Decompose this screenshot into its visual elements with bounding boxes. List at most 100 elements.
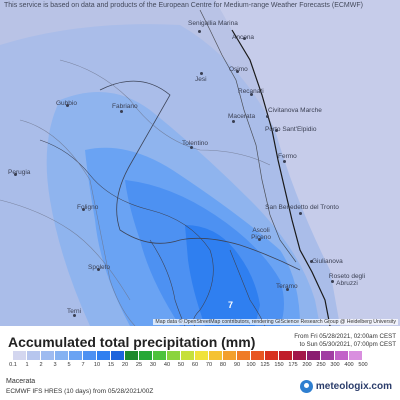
legend-swatch (209, 351, 223, 360)
model-info: ECMWF IFS HRES (10 days) from 05/28/2021… (6, 388, 154, 395)
city-label-ascoli-piceno: Ascoli Piceno (251, 227, 271, 241)
city-dot (243, 37, 246, 40)
legend-swatch (83, 351, 97, 360)
city-dot (66, 104, 69, 107)
legend-swatch (195, 351, 209, 360)
city-label-civitanova: Civitanova Marche (268, 107, 322, 114)
city-dot (232, 120, 235, 123)
legend-tick-label: 60 (191, 362, 199, 368)
road-3 (0, 199, 131, 301)
city-dot (310, 260, 313, 263)
brand-name: meteologix.com (315, 381, 392, 392)
city-label-gubbio: Gubbio (56, 100, 77, 107)
legend-swatch (153, 351, 167, 360)
legend-swatch (321, 351, 335, 360)
color-scale (13, 351, 363, 360)
city-label-spoleto: Spoleto (88, 264, 111, 271)
date-range: From Fri 05/28/2021, 02:00am CEST to Sun… (294, 333, 396, 349)
legend-tick-label: 1 (25, 362, 29, 368)
city-label-san-benedetto: San Benedetto del Tronto (265, 204, 339, 211)
legend-swatch (97, 351, 111, 360)
legend-tick-label: 20 (121, 362, 129, 368)
legend-title: Accumulated total precipitation (mm) (8, 334, 256, 350)
legend-tick-label: 25 (135, 362, 143, 368)
road-4 (149, 239, 186, 326)
precip-zone-5 (185, 225, 260, 326)
location-name: Macerata (6, 378, 36, 385)
data-source-banner: This service is based on data and produc… (4, 2, 363, 9)
legend-tick-label: 30 (149, 362, 157, 368)
city-dot (82, 208, 85, 211)
city-label-roseto: Roseto degli Abruzzi (328, 273, 366, 287)
city-label-macerata: Macerata (228, 113, 256, 120)
city-label-tolentino: Tolentino (182, 140, 209, 147)
city-dot (283, 160, 286, 163)
city-label-osimo: Osimo (229, 66, 248, 73)
legend-tick-label: 3 (53, 362, 57, 368)
legend-swatch (265, 351, 279, 360)
province-border (39, 139, 214, 326)
date-to: to Sun 05/30/2021, 07:00pm CEST (299, 341, 396, 348)
legend-tick-label: 70 (205, 362, 213, 368)
legend-panel: Accumulated total precipitation (mm) Fro… (0, 326, 400, 400)
legend-tick-label: 15 (107, 362, 115, 368)
legend-tick-label: 40 (163, 362, 171, 368)
city-dot (331, 280, 334, 283)
precipitation-map[interactable]: This service is based on data and produc… (0, 0, 400, 326)
city-label-ancona: Ancona (232, 34, 255, 41)
city-dot (14, 173, 17, 176)
legend-swatch (251, 351, 265, 360)
legend-tick-label: 7 (81, 362, 85, 368)
city-label-senigallia: Senigallia Marina (188, 20, 238, 27)
legend-swatch (349, 351, 363, 360)
legend-tick-label: 250 (316, 362, 326, 368)
legend-swatch (111, 351, 125, 360)
legend-tick-label: 2 (39, 362, 43, 368)
legend-tick-label: 5 (67, 362, 71, 368)
city-dot (258, 238, 261, 241)
legend-swatch (293, 351, 307, 360)
city-dot (200, 72, 203, 75)
city-dot (286, 288, 289, 291)
legend-tick-label: 80 (219, 362, 227, 368)
major-road (199, 9, 297, 263)
city-label-giulianova: Giulianova (312, 258, 343, 265)
city-label-fabriano: Fabriano (112, 103, 138, 110)
meteologix-logo-icon (299, 380, 313, 393)
city-label-jesi: Jesi (195, 76, 207, 83)
legend-tick-label: 500 (358, 362, 368, 368)
legend-swatch (181, 351, 195, 360)
city-dot (120, 110, 123, 113)
legend-tick-label: 50 (177, 362, 185, 368)
city-label-terni: Terni (67, 308, 82, 315)
legend-swatch (279, 351, 293, 360)
legend-tick-label: 400 (344, 362, 354, 368)
legend-swatch (55, 351, 69, 360)
legend-swatch (125, 351, 139, 360)
legend-tick-label: 200 (302, 362, 312, 368)
legend-swatch (27, 351, 41, 360)
city-label-teramo: Teramo (276, 283, 298, 290)
legend-swatch (139, 351, 153, 360)
legend-tick-label: 90 (233, 362, 241, 368)
region-border (99, 80, 301, 271)
road-1 (59, 59, 271, 166)
city-label-fermo: Fermo (278, 153, 297, 160)
city-dot (73, 314, 76, 317)
city-dot (299, 212, 302, 215)
legend-tick-label: 100 (246, 362, 256, 368)
legend-swatch (307, 351, 321, 360)
sea-area (215, 0, 400, 326)
city-label-foligno: Foligno (77, 204, 99, 211)
color-scale-ticks: 0.1 1 2 3 5 7 10 15 20 25 30 40 50 60 70 80 90 100 125 150 1… (0, 362, 400, 372)
city-dot (236, 70, 239, 73)
legend-swatch (13, 351, 27, 360)
brand-logo[interactable]: meteologix.com (299, 380, 392, 393)
legend-tick-label: 175 (288, 362, 298, 368)
city-label-perugia: Perugia (8, 169, 31, 176)
map-graphic (0, 0, 400, 326)
city-label-recanati: Recanati (238, 88, 264, 95)
legend-tick-label: 0.1 (9, 362, 17, 368)
city-dot (198, 30, 201, 33)
legend-tick-label: 10 (93, 362, 101, 368)
